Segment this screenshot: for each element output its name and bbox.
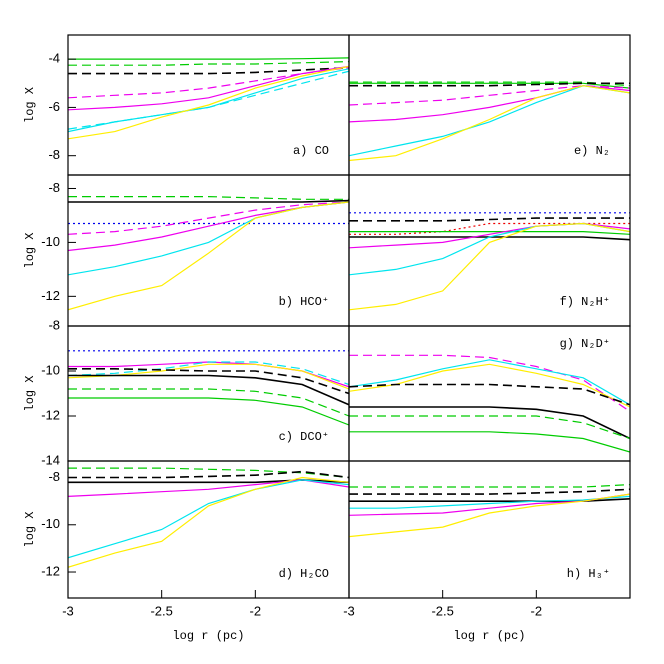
x-tick-label: -2.5 bbox=[150, 603, 172, 618]
y-tick-label: -8 bbox=[48, 317, 60, 332]
y-tick-label: -10 bbox=[41, 234, 60, 249]
data-line bbox=[68, 374, 349, 406]
x-tick-label: -2 bbox=[250, 603, 262, 618]
x-tick-label: -2.5 bbox=[431, 603, 453, 618]
data-line bbox=[68, 476, 349, 568]
x-tick-label: -3 bbox=[62, 603, 74, 618]
panel-label: f) N₂H⁺ bbox=[560, 295, 610, 309]
data-line bbox=[68, 65, 349, 140]
y-axis-label: log X bbox=[23, 375, 37, 411]
data-line bbox=[68, 61, 349, 66]
data-line bbox=[68, 368, 349, 395]
panel-label: g) N₂D⁺ bbox=[560, 337, 610, 351]
data-line bbox=[349, 85, 630, 162]
data-line bbox=[349, 493, 630, 516]
data-line bbox=[349, 231, 630, 235]
y-tick-label: -14 bbox=[41, 452, 60, 467]
data-line bbox=[68, 201, 349, 276]
y-tick-label: -4 bbox=[48, 51, 60, 66]
data-line bbox=[68, 67, 349, 99]
x-axis-label: log r (pc) bbox=[453, 629, 525, 643]
x-axis-label: log r (pc) bbox=[172, 629, 244, 643]
y-tick-label: -8 bbox=[48, 469, 60, 484]
data-line bbox=[349, 222, 630, 249]
y-axis-label: log X bbox=[23, 87, 37, 123]
data-line bbox=[349, 82, 630, 89]
panel-label: h) H₃⁺ bbox=[567, 567, 610, 581]
data-line bbox=[349, 495, 630, 509]
data-line bbox=[349, 415, 630, 440]
data-line bbox=[68, 201, 349, 252]
data-line bbox=[68, 196, 349, 200]
data-line bbox=[349, 85, 630, 106]
data-line bbox=[68, 57, 349, 60]
panel-frame bbox=[348, 460, 631, 599]
data-line bbox=[349, 383, 630, 406]
panel-label: c) DCO⁺ bbox=[279, 430, 329, 444]
y-tick-label: -6 bbox=[48, 99, 60, 114]
data-line bbox=[349, 85, 630, 123]
y-tick-label: -12 bbox=[41, 563, 60, 578]
data-line bbox=[349, 354, 630, 412]
y-axis-label: log X bbox=[23, 232, 37, 268]
data-line bbox=[349, 363, 630, 408]
panel-label: b) HCO⁺ bbox=[279, 295, 329, 309]
data-line bbox=[349, 222, 630, 235]
panel-label: a) CO bbox=[293, 144, 329, 158]
data-line bbox=[349, 82, 630, 87]
data-line bbox=[349, 359, 630, 406]
panel-label: e) N₂ bbox=[574, 144, 610, 158]
data-line bbox=[68, 201, 349, 311]
y-axis-label: log X bbox=[23, 511, 37, 547]
x-tick-label: -2 bbox=[531, 603, 543, 618]
data-line bbox=[68, 388, 349, 417]
data-line bbox=[68, 201, 349, 235]
data-line bbox=[68, 470, 349, 479]
data-line bbox=[349, 81, 630, 87]
y-tick-label: -8 bbox=[48, 180, 60, 195]
x-tick-label: -3 bbox=[343, 603, 355, 618]
y-tick-label: -12 bbox=[41, 288, 60, 303]
data-line bbox=[349, 493, 630, 538]
data-line bbox=[68, 397, 349, 426]
data-line bbox=[68, 199, 349, 203]
data-line bbox=[349, 488, 630, 495]
data-line bbox=[349, 431, 630, 453]
data-line bbox=[68, 361, 349, 388]
data-line bbox=[68, 65, 349, 111]
data-line bbox=[349, 217, 630, 222]
data-line bbox=[68, 66, 349, 75]
data-line bbox=[349, 484, 630, 488]
data-line bbox=[349, 222, 630, 311]
data-line bbox=[349, 406, 630, 440]
data-line bbox=[68, 361, 349, 386]
data-line bbox=[68, 467, 349, 479]
y-tick-label: -10 bbox=[41, 362, 60, 377]
data-line bbox=[68, 70, 349, 130]
data-line bbox=[68, 479, 349, 559]
y-tick-label: -10 bbox=[41, 516, 60, 531]
y-tick-label: -8 bbox=[48, 147, 60, 162]
panel-label: d) H₂CO bbox=[279, 567, 329, 581]
y-tick-label: -12 bbox=[41, 407, 60, 422]
